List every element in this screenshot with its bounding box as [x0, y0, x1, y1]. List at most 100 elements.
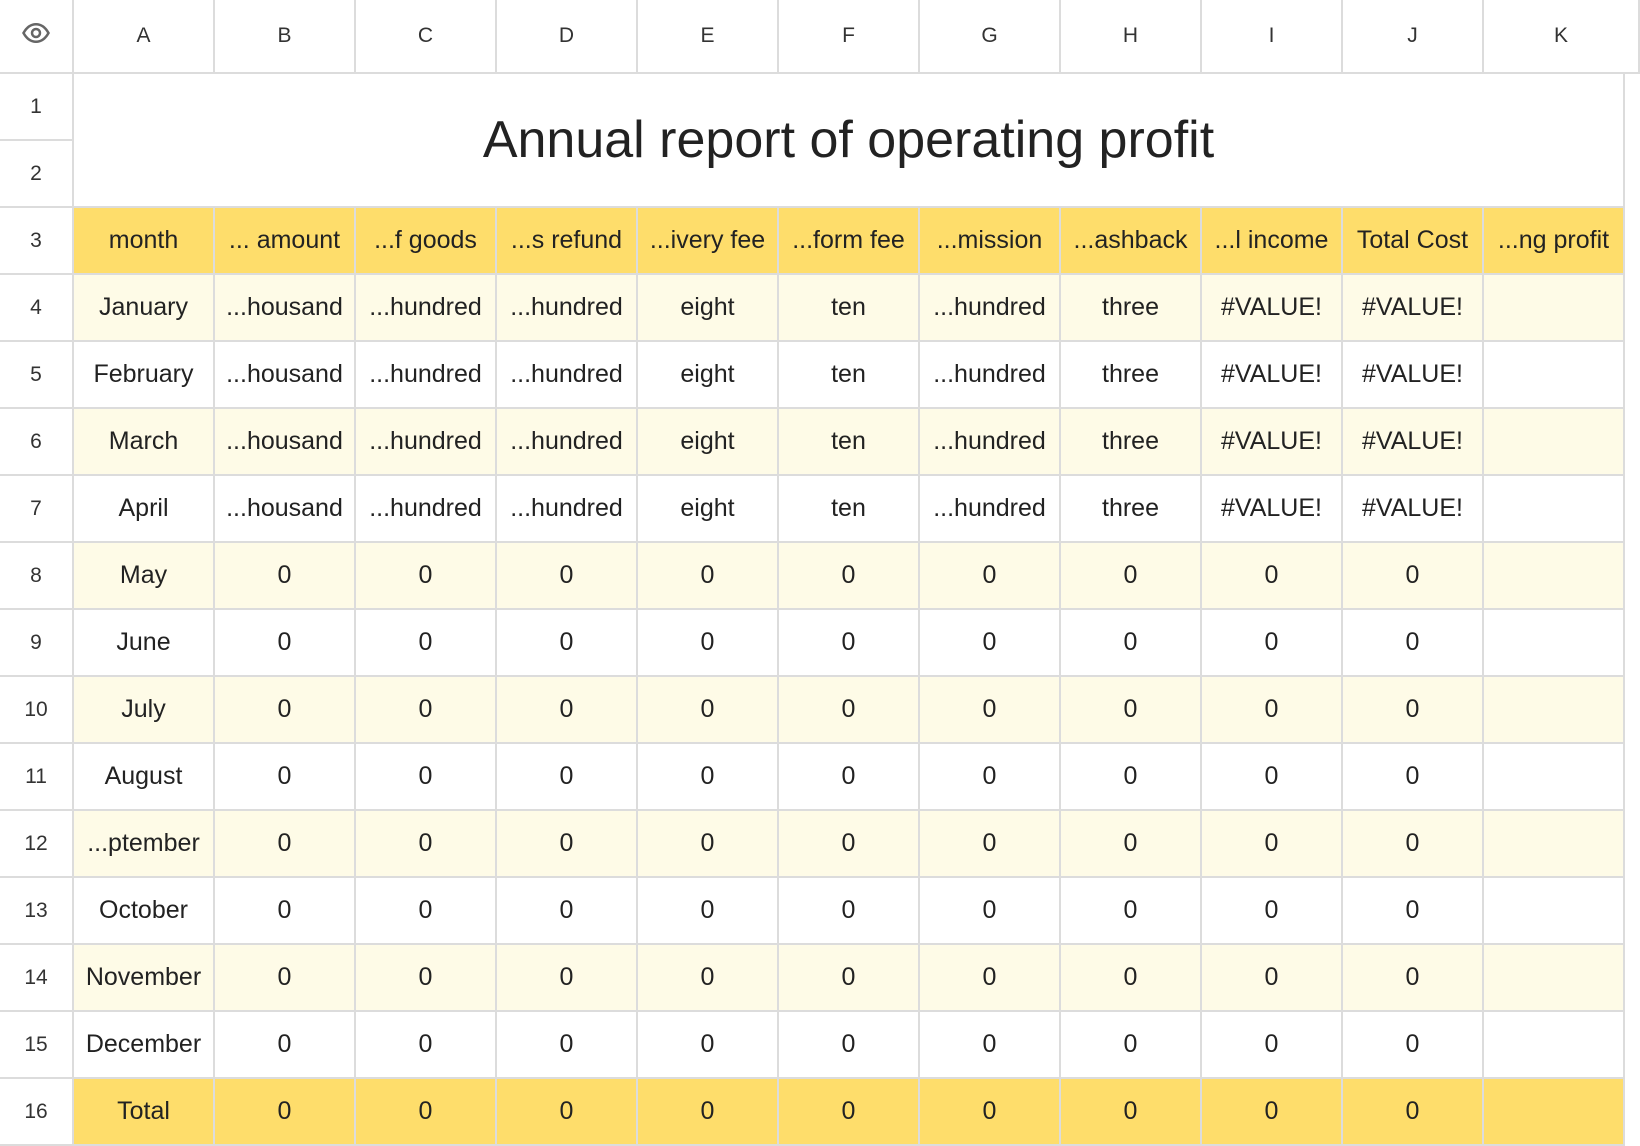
data-cell-E4[interactable]: eight — [638, 275, 779, 342]
data-cell-H4[interactable]: three — [1061, 275, 1202, 342]
total-cell-H[interactable]: 0 — [1061, 1079, 1202, 1146]
data-cell-A12[interactable]: ...ptember — [74, 811, 215, 878]
data-cell-B10[interactable]: 0 — [215, 677, 356, 744]
data-cell-E5[interactable]: eight — [638, 342, 779, 409]
data-cell-A10[interactable]: July — [74, 677, 215, 744]
header-cell-B[interactable]: ... amount — [215, 208, 356, 275]
row-header-10[interactable]: 10 — [0, 677, 74, 744]
column-header-J[interactable]: J — [1343, 0, 1484, 74]
data-cell-K9[interactable] — [1484, 610, 1625, 677]
data-cell-I5[interactable]: #VALUE! — [1202, 342, 1343, 409]
data-cell-F14[interactable]: 0 — [779, 945, 920, 1012]
data-cell-I4[interactable]: #VALUE! — [1202, 275, 1343, 342]
column-header-D[interactable]: D — [497, 0, 638, 74]
data-cell-C8[interactable]: 0 — [356, 543, 497, 610]
data-cell-K13[interactable] — [1484, 878, 1625, 945]
total-cell-F[interactable]: 0 — [779, 1079, 920, 1146]
eye-icon[interactable] — [21, 18, 51, 55]
data-cell-E11[interactable]: 0 — [638, 744, 779, 811]
data-cell-I12[interactable]: 0 — [1202, 811, 1343, 878]
data-cell-J11[interactable]: 0 — [1343, 744, 1484, 811]
column-header-A[interactable]: A — [74, 0, 215, 74]
data-cell-H15[interactable]: 0 — [1061, 1012, 1202, 1079]
data-cell-H7[interactable]: three — [1061, 476, 1202, 543]
data-cell-B14[interactable]: 0 — [215, 945, 356, 1012]
total-cell-A[interactable]: Total — [74, 1079, 215, 1146]
header-cell-F[interactable]: ...form fee — [779, 208, 920, 275]
data-cell-F7[interactable]: ten — [779, 476, 920, 543]
row-header-5[interactable]: 5 — [0, 342, 74, 409]
row-header-3[interactable]: 3 — [0, 208, 74, 275]
data-cell-G15[interactable]: 0 — [920, 1012, 1061, 1079]
column-header-C[interactable]: C — [356, 0, 497, 74]
data-cell-A5[interactable]: February — [74, 342, 215, 409]
data-cell-D11[interactable]: 0 — [497, 744, 638, 811]
row-header-2[interactable]: 2 — [0, 141, 74, 208]
data-cell-J13[interactable]: 0 — [1343, 878, 1484, 945]
row-header-12[interactable]: 12 — [0, 811, 74, 878]
data-cell-A14[interactable]: November — [74, 945, 215, 1012]
data-cell-K8[interactable] — [1484, 543, 1625, 610]
header-cell-E[interactable]: ...ivery fee — [638, 208, 779, 275]
row-header-6[interactable]: 6 — [0, 409, 74, 476]
data-cell-F9[interactable]: 0 — [779, 610, 920, 677]
column-header-H[interactable]: H — [1061, 0, 1202, 74]
data-cell-F4[interactable]: ten — [779, 275, 920, 342]
data-cell-J9[interactable]: 0 — [1343, 610, 1484, 677]
data-cell-B4[interactable]: ...housand — [215, 275, 356, 342]
data-cell-F11[interactable]: 0 — [779, 744, 920, 811]
data-cell-I13[interactable]: 0 — [1202, 878, 1343, 945]
data-cell-G8[interactable]: 0 — [920, 543, 1061, 610]
data-cell-D7[interactable]: ...hundred — [497, 476, 638, 543]
row-header-11[interactable]: 11 — [0, 744, 74, 811]
data-cell-C15[interactable]: 0 — [356, 1012, 497, 1079]
data-cell-F10[interactable]: 0 — [779, 677, 920, 744]
total-cell-C[interactable]: 0 — [356, 1079, 497, 1146]
data-cell-J4[interactable]: #VALUE! — [1343, 275, 1484, 342]
data-cell-G7[interactable]: ...hundred — [920, 476, 1061, 543]
data-cell-D6[interactable]: ...hundred — [497, 409, 638, 476]
data-cell-E15[interactable]: 0 — [638, 1012, 779, 1079]
data-cell-C5[interactable]: ...hundred — [356, 342, 497, 409]
data-cell-F5[interactable]: ten — [779, 342, 920, 409]
data-cell-E10[interactable]: 0 — [638, 677, 779, 744]
data-cell-C4[interactable]: ...hundred — [356, 275, 497, 342]
data-cell-B9[interactable]: 0 — [215, 610, 356, 677]
data-cell-B15[interactable]: 0 — [215, 1012, 356, 1079]
data-cell-C9[interactable]: 0 — [356, 610, 497, 677]
data-cell-J14[interactable]: 0 — [1343, 945, 1484, 1012]
data-cell-E13[interactable]: 0 — [638, 878, 779, 945]
data-cell-J10[interactable]: 0 — [1343, 677, 1484, 744]
header-cell-K[interactable]: ...ng profit — [1484, 208, 1625, 275]
data-cell-G13[interactable]: 0 — [920, 878, 1061, 945]
data-cell-E9[interactable]: 0 — [638, 610, 779, 677]
column-header-E[interactable]: E — [638, 0, 779, 74]
row-header-15[interactable]: 15 — [0, 1012, 74, 1079]
data-cell-A4[interactable]: January — [74, 275, 215, 342]
header-cell-A[interactable]: month — [74, 208, 215, 275]
row-header-9[interactable]: 9 — [0, 610, 74, 677]
data-cell-I8[interactable]: 0 — [1202, 543, 1343, 610]
data-cell-D5[interactable]: ...hundred — [497, 342, 638, 409]
data-cell-B7[interactable]: ...housand — [215, 476, 356, 543]
data-cell-G6[interactable]: ...hundred — [920, 409, 1061, 476]
data-cell-H13[interactable]: 0 — [1061, 878, 1202, 945]
data-cell-H9[interactable]: 0 — [1061, 610, 1202, 677]
data-cell-G10[interactable]: 0 — [920, 677, 1061, 744]
data-cell-B6[interactable]: ...housand — [215, 409, 356, 476]
data-cell-I11[interactable]: 0 — [1202, 744, 1343, 811]
data-cell-K14[interactable] — [1484, 945, 1625, 1012]
row-header-4[interactable]: 4 — [0, 275, 74, 342]
data-cell-D9[interactable]: 0 — [497, 610, 638, 677]
total-cell-E[interactable]: 0 — [638, 1079, 779, 1146]
data-cell-C11[interactable]: 0 — [356, 744, 497, 811]
data-cell-C10[interactable]: 0 — [356, 677, 497, 744]
data-cell-A8[interactable]: May — [74, 543, 215, 610]
data-cell-F13[interactable]: 0 — [779, 878, 920, 945]
data-cell-H10[interactable]: 0 — [1061, 677, 1202, 744]
data-cell-J6[interactable]: #VALUE! — [1343, 409, 1484, 476]
total-cell-J[interactable]: 0 — [1343, 1079, 1484, 1146]
data-cell-B11[interactable]: 0 — [215, 744, 356, 811]
data-cell-H11[interactable]: 0 — [1061, 744, 1202, 811]
data-cell-E12[interactable]: 0 — [638, 811, 779, 878]
